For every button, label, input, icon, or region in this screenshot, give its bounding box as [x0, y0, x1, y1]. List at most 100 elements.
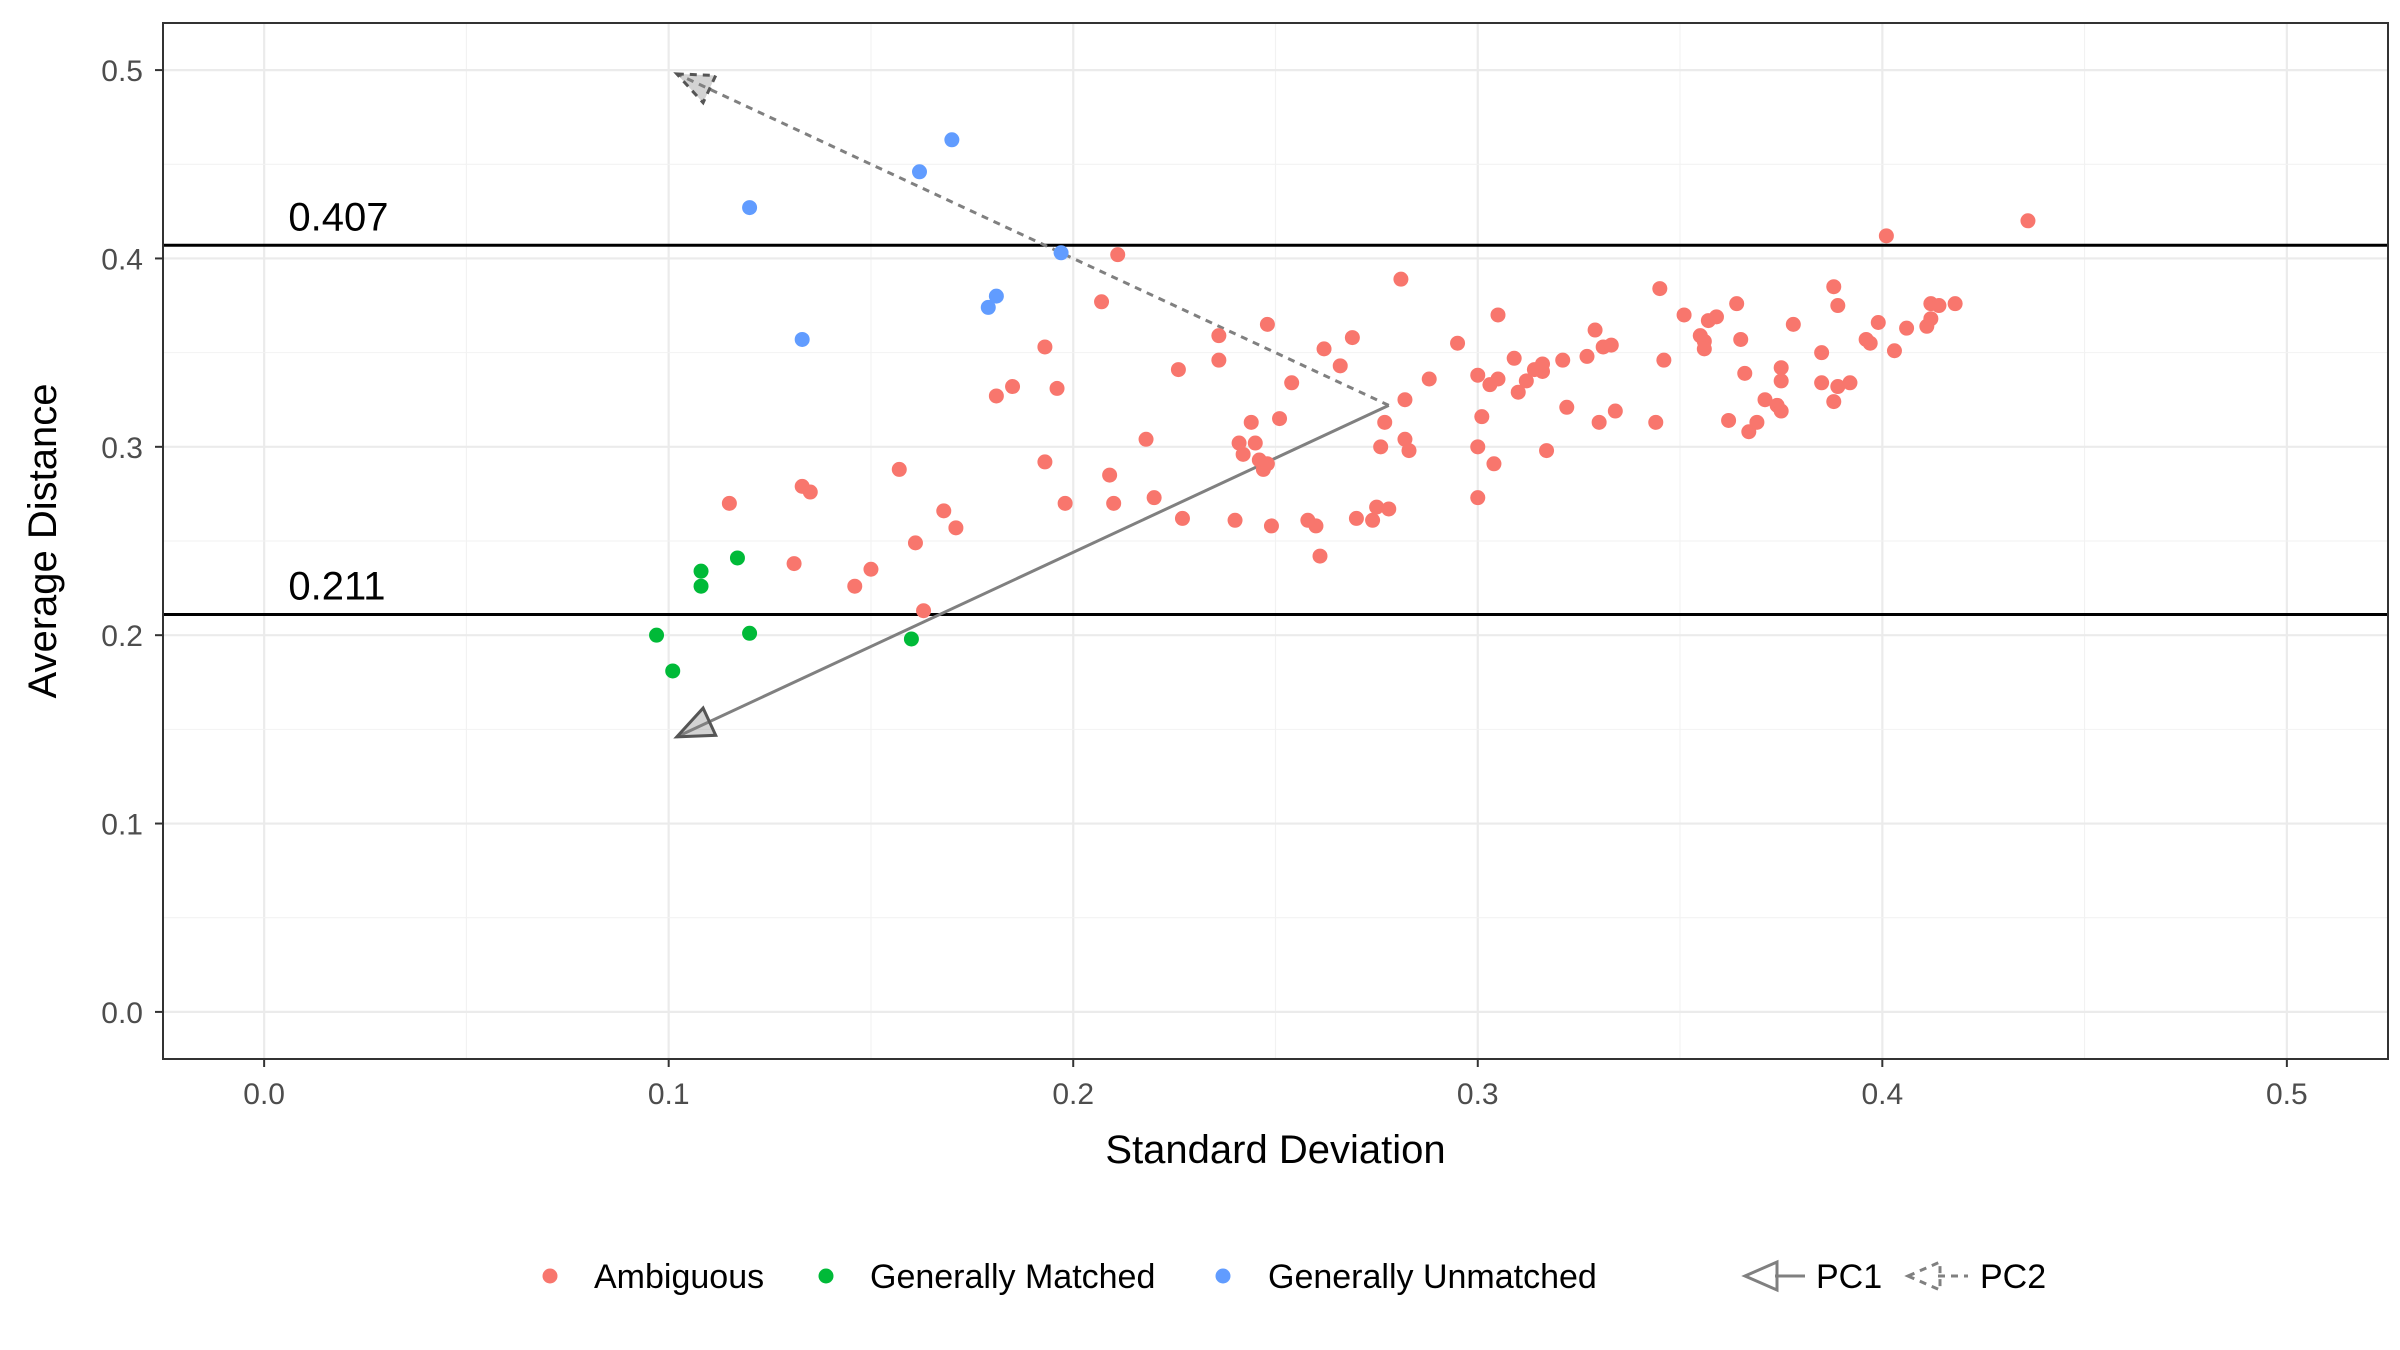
- legend-label: Generally Matched: [870, 1258, 1155, 1296]
- data-point: [863, 561, 879, 577]
- data-point: [1785, 316, 1801, 332]
- legend: Ambiguous Generally Matched Generally Unma…: [542, 1258, 2046, 1296]
- x-tick-label: 0.4: [1861, 1078, 1903, 1111]
- data-point: [1708, 309, 1724, 325]
- data-point: [794, 331, 810, 347]
- data-point: [1470, 490, 1486, 506]
- data-point: [1393, 271, 1409, 287]
- data-point: [1053, 245, 1069, 261]
- x-tick-label: 0.0: [243, 1078, 285, 1111]
- x-tick-label: 0.1: [648, 1078, 690, 1111]
- data-point: [1110, 247, 1126, 263]
- pc1-arrow-head: [673, 705, 719, 739]
- data-point: [1535, 356, 1550, 372]
- legend-key-generally-unmatched: [1215, 1268, 1231, 1284]
- data-point: [1603, 337, 1619, 353]
- data-point: [1243, 414, 1259, 430]
- data-point: [1470, 439, 1486, 455]
- data-point: [1587, 322, 1603, 338]
- data-point: [891, 461, 907, 477]
- data-point: [1377, 414, 1393, 430]
- data-point: [1259, 316, 1275, 332]
- series-ambiguous: [721, 213, 2036, 619]
- data-point: [980, 299, 996, 315]
- data-point: [649, 627, 665, 643]
- data-point: [1373, 439, 1389, 455]
- data-point: [1579, 348, 1595, 364]
- data-point: [1259, 456, 1275, 472]
- data-point: [1510, 384, 1526, 400]
- x-tick-label: 0.5: [2266, 1078, 2308, 1111]
- data-point: [1931, 298, 1947, 314]
- series-generally-matched: [649, 550, 919, 679]
- data-point: [988, 288, 1004, 304]
- data-point: [1170, 362, 1186, 378]
- data-point: [1559, 399, 1575, 415]
- data-point: [1037, 339, 1053, 355]
- data-point: [1247, 435, 1263, 451]
- data-point: [1146, 490, 1162, 506]
- panel-border: [162, 22, 2389, 1060]
- pc2-arrow-head: [673, 72, 719, 106]
- y-tick-label: 0.3: [101, 432, 143, 465]
- data-point: [1773, 403, 1789, 419]
- data-point: [1381, 501, 1397, 517]
- data-point: [1227, 512, 1243, 528]
- data-point: [1369, 499, 1385, 515]
- legend-label: PC2: [1980, 1258, 2046, 1296]
- data-point: [916, 603, 932, 619]
- data-point: [2020, 213, 2036, 229]
- data-point: [1899, 320, 1915, 336]
- data-point: [1308, 518, 1324, 534]
- data-point: [1486, 456, 1502, 472]
- data-point: [1656, 352, 1672, 368]
- data-point: [1450, 335, 1466, 351]
- x-tick-label: 0.3: [1457, 1078, 1499, 1111]
- data-point: [1814, 375, 1830, 391]
- data-point: [693, 563, 709, 579]
- data-point: [912, 164, 927, 180]
- data-point: [1830, 298, 1846, 314]
- data-point: [936, 503, 952, 519]
- x-axis-title: Standard Deviation: [1105, 1128, 1445, 1172]
- data-point: [742, 200, 758, 216]
- data-point: [729, 550, 745, 566]
- data-point: [1506, 350, 1522, 366]
- data-point: [1733, 331, 1749, 347]
- data-point: [1235, 446, 1251, 462]
- legend-label: PC1: [1816, 1258, 1882, 1296]
- reference-line-label: 0.211: [288, 564, 385, 608]
- data-point: [1397, 392, 1413, 408]
- data-point: [1421, 371, 1437, 387]
- data-point: [1037, 454, 1053, 470]
- data-point: [1057, 495, 1073, 511]
- data-point: [1947, 296, 1963, 312]
- data-point: [1648, 414, 1664, 430]
- data-point: [1842, 375, 1858, 391]
- data-point: [1749, 414, 1765, 430]
- data-point: [1591, 414, 1607, 430]
- data-point: [802, 484, 818, 500]
- data-point: [1737, 365, 1753, 381]
- data-point: [1049, 380, 1065, 396]
- data-point: [1757, 392, 1773, 408]
- data-point: [1814, 345, 1830, 361]
- legend-key-pc1-head: [1741, 1259, 1779, 1293]
- data-point: [1878, 228, 1894, 244]
- data-point: [1923, 311, 1939, 327]
- legend-key-generally-matched: [818, 1268, 834, 1284]
- data-point: [1862, 335, 1878, 351]
- data-point: [665, 663, 681, 679]
- data-point: [1174, 510, 1190, 526]
- data-point: [1231, 435, 1247, 451]
- legend-key-pc2-head: [1904, 1259, 1942, 1293]
- data-point: [1397, 431, 1413, 447]
- data-point: [1539, 443, 1555, 459]
- data-point: [1870, 314, 1886, 330]
- data-point: [1401, 443, 1417, 459]
- data-point: [907, 535, 923, 551]
- y-tick-label: 0.4: [101, 243, 143, 276]
- data-point: [1263, 518, 1279, 534]
